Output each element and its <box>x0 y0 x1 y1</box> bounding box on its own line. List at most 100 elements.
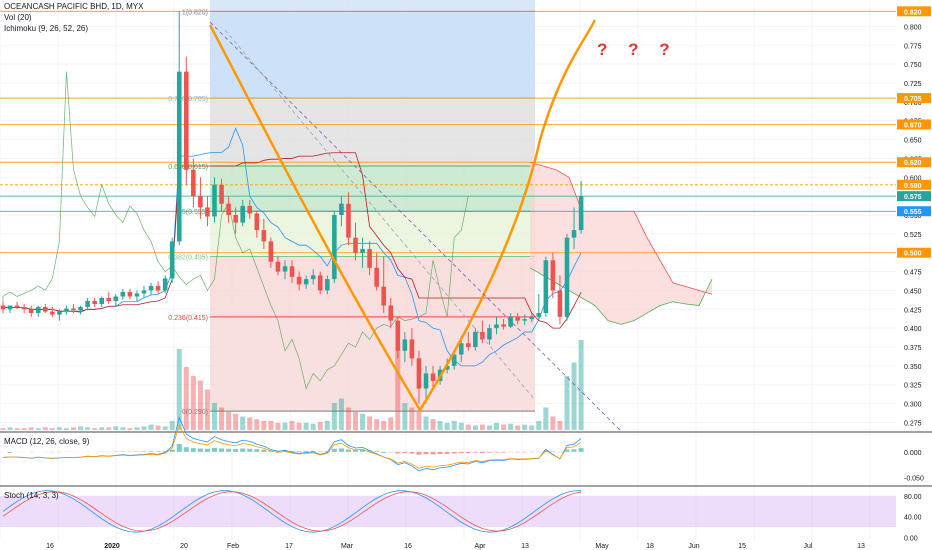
macd-legend[interactable]: MACD (12, 26, close, 9) <box>4 437 90 446</box>
candle-body <box>85 301 90 308</box>
volume-bar <box>310 423 316 430</box>
price-tag <box>897 179 931 190</box>
price-tick-label: 0.425 <box>904 307 922 314</box>
macd-histogram-bar <box>212 447 217 452</box>
candle-body <box>268 241 274 262</box>
volume-bar <box>35 428 41 430</box>
macd-histogram-bar <box>367 450 373 452</box>
candle-body <box>430 373 436 381</box>
time-tick-label: 18 <box>646 543 654 550</box>
volume-bar <box>134 427 140 430</box>
volume-bar <box>550 416 556 430</box>
price-tick-label: 0.600 <box>904 175 922 182</box>
volume-bar <box>430 419 436 430</box>
volume-bar <box>472 425 478 430</box>
candle-body <box>529 316 535 320</box>
volume-bar <box>515 425 521 430</box>
volume-bar <box>458 422 464 430</box>
volume-bar <box>169 421 175 430</box>
candle-body <box>564 237 570 317</box>
time-tick-label: 16 <box>404 543 412 550</box>
volume-bar <box>508 423 514 430</box>
volume-bar <box>543 407 549 430</box>
price-tick-label: 0.550 <box>904 213 922 220</box>
stoch-band <box>0 495 896 527</box>
ichimoku-legend[interactable]: Ichimoku (9, 26, 52, 26) <box>4 24 89 33</box>
volume-bar <box>21 428 27 430</box>
volume-bar <box>155 425 161 430</box>
macd-histogram-bar <box>564 449 570 452</box>
fib-level-label: 0(0.290) <box>182 409 208 416</box>
macd-histogram-bar <box>261 449 267 452</box>
macd-histogram-bar <box>204 448 210 452</box>
volume-bars <box>0 340 584 430</box>
volume-bar <box>338 398 344 430</box>
candle-body <box>169 241 175 279</box>
volume-bar <box>522 424 528 430</box>
volume-bar <box>486 425 492 430</box>
macd-histogram-bar <box>338 448 344 452</box>
candle-body <box>141 290 147 294</box>
volume-bar <box>501 424 507 430</box>
macd-histogram-bar <box>190 448 196 452</box>
volume-bar <box>183 367 189 430</box>
candle-body <box>282 266 288 272</box>
macd-tick-label: 0.000 <box>904 450 922 457</box>
time-tick-label: Jun <box>688 543 699 550</box>
candle-body <box>254 213 260 231</box>
volume-bar <box>233 413 239 430</box>
macd-histogram-bar <box>303 450 309 452</box>
fib-zone <box>210 11 535 99</box>
price-tick-label: 0.375 <box>904 345 922 352</box>
candle-body <box>409 339 415 359</box>
candle-body <box>219 184 224 204</box>
orange-curve <box>208 19 597 413</box>
price-tick-label: 0.800 <box>904 24 922 31</box>
candle-body <box>346 203 351 238</box>
volume-bar <box>494 422 499 430</box>
volume-bar <box>78 426 84 430</box>
volume-bar <box>14 428 20 430</box>
price-tick-label: 0.700 <box>904 100 922 107</box>
fib-zone <box>210 165 535 212</box>
candle-body <box>50 311 55 315</box>
price-tag <box>897 119 931 130</box>
fib-zone <box>210 98 535 166</box>
volume-bar <box>7 427 13 430</box>
price-tag-label: 0.670 <box>904 122 922 129</box>
macd-histogram-bar <box>578 448 584 452</box>
time-tick-label: 2020 <box>104 543 120 550</box>
drawings <box>208 19 621 431</box>
candle-body <box>71 308 76 311</box>
macd-histogram-bar <box>331 448 337 452</box>
candle-body <box>339 203 344 215</box>
candle-body <box>501 324 506 327</box>
time-axis: 16 2020 20 Feb 17 Mar 16 Apr 13 May 18 Jun 15 Jul 13 <box>46 543 865 550</box>
vol-legend[interactable]: Vol (20) <box>4 13 32 22</box>
candle-body <box>353 237 358 253</box>
volume-bar <box>296 422 302 430</box>
candle-body <box>240 205 245 223</box>
volume-bar <box>571 362 577 430</box>
candle-body <box>494 324 499 329</box>
macd-histogram-bar <box>423 451 429 455</box>
price-tag <box>897 206 931 217</box>
stoch-k-line <box>2 490 582 533</box>
volume-bar <box>437 421 443 430</box>
macd-histogram-bar <box>254 449 260 452</box>
question-marks-annotation: ? ? ? <box>597 40 678 59</box>
price-tick-label: 0.400 <box>904 326 922 333</box>
candle-body <box>106 297 112 301</box>
macd-histogram-bar <box>402 451 408 453</box>
candle-body <box>99 297 104 305</box>
volume-bar <box>268 421 274 430</box>
candle-body <box>184 71 189 170</box>
volume-bar <box>395 349 401 430</box>
price-tick-label: 0.775 <box>904 43 922 50</box>
fib-level-label: 0.382(0.495) <box>168 254 208 261</box>
volume-bar <box>0 428 6 430</box>
candle-body <box>423 373 429 389</box>
stoch-legend[interactable]: Stoch (14, 3, 3) <box>4 491 59 500</box>
time-tick-label: May <box>595 543 609 550</box>
